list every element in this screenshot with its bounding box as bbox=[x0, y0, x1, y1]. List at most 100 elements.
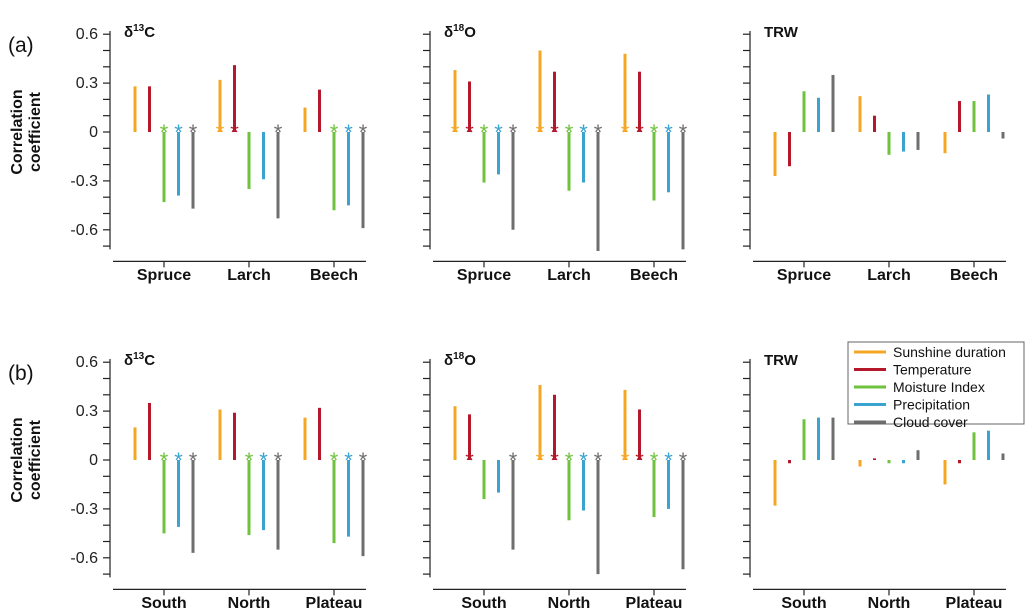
significance-marker: * bbox=[189, 448, 198, 473]
category-label: Beech bbox=[950, 267, 998, 284]
category-label: Larch bbox=[867, 267, 911, 284]
significance-marker: * bbox=[230, 120, 239, 145]
significance-marker: * bbox=[579, 120, 588, 145]
y-tick-label: -0.3 bbox=[70, 501, 98, 518]
category-label: North bbox=[868, 595, 911, 612]
significance-marker: * bbox=[621, 448, 630, 473]
significance-marker: * bbox=[621, 120, 630, 145]
significance-marker: * bbox=[344, 120, 353, 145]
significance-marker: * bbox=[650, 120, 659, 145]
significance-marker: * bbox=[509, 448, 518, 473]
legend-entry: Precipitation bbox=[893, 397, 970, 413]
y-axis-label-line: coefficient bbox=[27, 419, 44, 500]
y-axis-label: Correlationcoefficient bbox=[9, 89, 44, 174]
panel-title-base: δ bbox=[124, 24, 133, 41]
significance-marker: * bbox=[664, 120, 673, 145]
chart-panel: δ18O* * * * *Spruce* * * * *Larch* * * * *Beech bbox=[423, 23, 688, 284]
y-axis-label-line: coefficient bbox=[27, 91, 44, 172]
panel-title: TRW bbox=[764, 24, 799, 41]
significance-marker: * bbox=[594, 448, 603, 473]
significance-marker: * bbox=[679, 448, 688, 473]
significance-marker: * bbox=[174, 120, 183, 145]
significance-marker: * bbox=[274, 448, 283, 473]
significance-marker: * bbox=[465, 448, 474, 473]
y-tick-label: 0.3 bbox=[76, 403, 98, 420]
legend-entry: Cloud cover bbox=[893, 414, 968, 430]
significance-marker: * bbox=[259, 448, 268, 473]
y-tick-label: -0.6 bbox=[70, 550, 98, 567]
significance-marker: * bbox=[451, 120, 460, 145]
significance-marker: * bbox=[189, 120, 198, 145]
significance-marker: * bbox=[330, 448, 339, 473]
significance-marker: * bbox=[274, 120, 283, 145]
panel-title-rest: O bbox=[464, 24, 476, 41]
y-axis-label-line: Correlation bbox=[9, 89, 26, 174]
panel-title: δ18O bbox=[444, 23, 476, 41]
panel-title: TRW bbox=[764, 352, 799, 369]
category-label: Spruce bbox=[457, 267, 511, 284]
significance-marker: * bbox=[664, 448, 673, 473]
panel-title-rest: O bbox=[464, 352, 476, 369]
category-label: South bbox=[461, 595, 506, 612]
chart-panel: δ18O* *South* * * * *North* * * * *Plateau bbox=[423, 351, 688, 612]
y-axis-label: Correlationcoefficient bbox=[9, 417, 44, 502]
significance-marker: * bbox=[565, 448, 574, 473]
panel-title-sup: 18 bbox=[453, 351, 465, 362]
row-tag: (a) bbox=[8, 34, 34, 57]
significance-marker: * bbox=[344, 448, 353, 473]
y-tick-label: 0.6 bbox=[76, 354, 98, 371]
panel-title-base: TRW bbox=[764, 24, 799, 41]
panel-title-base: δ bbox=[124, 352, 133, 369]
panel-title-sup: 18 bbox=[453, 23, 465, 34]
category-label: South bbox=[141, 595, 186, 612]
significance-marker: * bbox=[245, 448, 254, 473]
significance-marker: * bbox=[536, 448, 545, 473]
significance-marker: * bbox=[635, 120, 644, 145]
y-tick-label: -0.3 bbox=[70, 173, 98, 190]
category-label: North bbox=[548, 595, 591, 612]
panel-title-rest: C bbox=[144, 24, 155, 41]
legend-entry: Sunshine duration bbox=[893, 344, 1006, 360]
category-label: Plateau bbox=[306, 595, 363, 612]
y-tick-label: -0.6 bbox=[70, 222, 98, 239]
panel-title: δ13C bbox=[124, 351, 155, 369]
significance-marker: * bbox=[594, 120, 603, 145]
category-label: Spruce bbox=[777, 267, 831, 284]
significance-marker: * bbox=[160, 120, 169, 145]
significance-marker: * bbox=[330, 120, 339, 145]
y-tick-label: 0 bbox=[89, 124, 98, 141]
category-label: Beech bbox=[630, 267, 678, 284]
significance-marker: * bbox=[216, 120, 225, 145]
panel-title: δ13C bbox=[124, 23, 155, 41]
significance-marker: * bbox=[160, 448, 169, 473]
category-label: Larch bbox=[227, 267, 271, 284]
category-label: Plateau bbox=[626, 595, 683, 612]
legend-entry: Moisture Index bbox=[893, 379, 985, 395]
significance-marker: * bbox=[174, 448, 183, 473]
legend-entry: Temperature bbox=[893, 362, 972, 378]
category-label: Spruce bbox=[137, 267, 191, 284]
significance-marker: * bbox=[359, 448, 368, 473]
category-label: Plateau bbox=[946, 595, 1003, 612]
panel-title-base: δ bbox=[444, 352, 453, 369]
significance-marker: * bbox=[550, 120, 559, 145]
chart-panel: TRW South North Plateau bbox=[743, 352, 1006, 612]
significance-marker: * bbox=[550, 448, 559, 473]
y-tick-label: 0.6 bbox=[76, 26, 98, 43]
significance-marker: * bbox=[650, 448, 659, 473]
category-label: South bbox=[781, 595, 826, 612]
category-label: Beech bbox=[310, 267, 358, 284]
chart-panel: TRW Spruce Larch Beech bbox=[743, 24, 1006, 284]
significance-marker: * bbox=[480, 120, 489, 145]
y-axis-label-line: Correlation bbox=[9, 417, 26, 502]
significance-marker: * bbox=[536, 120, 545, 145]
significance-marker: * bbox=[565, 120, 574, 145]
panel-title-rest: C bbox=[144, 352, 155, 369]
significance-marker: * bbox=[635, 448, 644, 473]
panel-title: δ18O bbox=[444, 351, 476, 369]
significance-marker: * bbox=[465, 120, 474, 145]
